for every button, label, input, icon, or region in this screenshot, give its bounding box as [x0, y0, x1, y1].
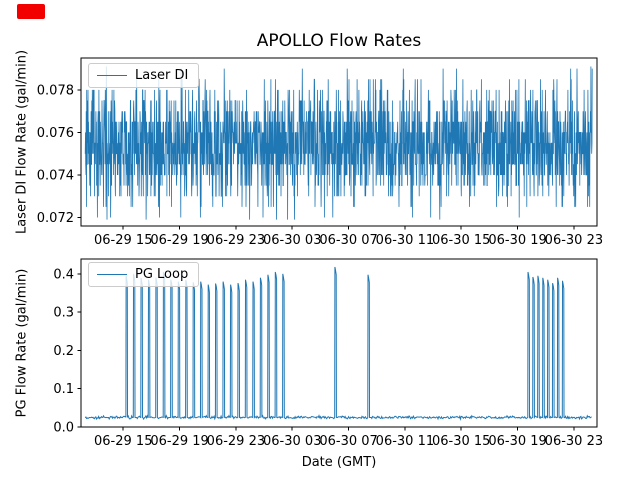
x-tick-label: 06-29 19: [150, 434, 208, 449]
x-tick-label: 06-30 07: [319, 434, 377, 449]
legend-line-sample-icon: [97, 75, 127, 76]
x-tick-label: 06-30 15: [432, 434, 490, 449]
x-tick-label: 06-30 11: [376, 233, 434, 248]
pg-loop-series-line: [84, 266, 592, 422]
red-rectangle-indicator: [17, 4, 45, 19]
legend-laser-di: Laser DI: [88, 63, 200, 88]
legend-line-sample-icon: [97, 274, 127, 275]
x-tick-label: 06-30 07: [319, 233, 377, 248]
x-tick-label: 06-29 23: [207, 434, 265, 449]
x-tick-label: 06-29 19: [150, 233, 208, 248]
x-tick-label: 06-30 03: [263, 233, 321, 248]
y-tick-label: 0.3: [53, 306, 74, 321]
x-tick-label: 06-30 19: [488, 233, 546, 248]
y-tick-label: 0.076: [37, 126, 74, 141]
x-axis-label: Date (GMT): [301, 455, 377, 470]
x-tick-label: 06-30 19: [488, 434, 546, 449]
laser-di-subplot-axes-frame: [80, 57, 598, 227]
y-axis-label-laser-di: Laser DI Flow Rate (gal/min): [14, 49, 30, 235]
x-tick-label: 06-29 23: [207, 233, 265, 248]
x-tick-label: 06-30 23: [545, 434, 603, 449]
y-tick-label: 0.078: [37, 83, 74, 98]
laser-di-series-line: [84, 66, 593, 220]
x-tick-label: 06-30 11: [376, 434, 434, 449]
legend-label-laser-di: Laser DI: [135, 68, 189, 83]
x-tick-label: 06-30 23: [545, 233, 603, 248]
x-tick-label: 06-29 15: [94, 233, 152, 248]
legend-label-pg-loop: PG Loop: [135, 267, 189, 282]
y-tick-label: 0.074: [37, 168, 74, 183]
y-tick-label: 0.4: [53, 267, 74, 282]
x-tick-label: 06-30 15: [432, 233, 490, 248]
y-tick-label: 0.072: [37, 211, 74, 226]
x-tick-label: 06-30 03: [263, 434, 321, 449]
y-tick-label: 0.2: [53, 344, 74, 359]
y-axis-label-pg: PG Flow Rate (gal/min): [14, 268, 30, 418]
legend-pg-loop: PG Loop: [88, 262, 200, 287]
chart-title: APOLLO Flow Rates: [256, 31, 422, 51]
y-tick-label: 0.1: [53, 382, 74, 397]
y-tick-label: 0.0: [53, 421, 74, 436]
pg-loop-subplot-axes-frame: [80, 258, 598, 428]
x-tick-label: 06-29 15: [94, 434, 152, 449]
